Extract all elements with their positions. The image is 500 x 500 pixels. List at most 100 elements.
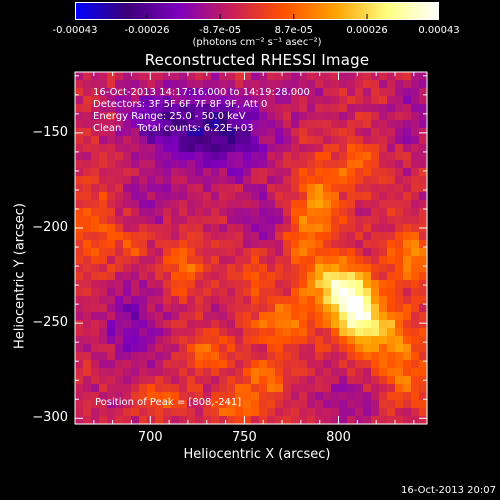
heatmap-cell	[123, 240, 132, 249]
heatmap-cell	[419, 128, 428, 137]
heatmap-cell	[203, 120, 212, 129]
heatmap-cell	[115, 128, 124, 137]
heatmap-cell	[283, 344, 292, 353]
heatmap-cell	[371, 88, 380, 97]
heatmap-cell	[219, 192, 228, 201]
heatmap-cell	[411, 88, 420, 97]
heatmap-cell	[355, 184, 364, 193]
heatmap-cell	[291, 368, 300, 377]
heatmap-cell	[387, 408, 396, 417]
heatmap-cell	[131, 128, 140, 137]
heatmap-cell	[379, 128, 388, 137]
heatmap-cell	[307, 152, 316, 161]
heatmap-cell	[395, 184, 404, 193]
heatmap-cell	[323, 296, 332, 305]
heatmap-cell	[203, 152, 212, 161]
heatmap-cell	[347, 312, 356, 321]
heatmap-cell	[163, 304, 172, 313]
heatmap-cell	[315, 72, 324, 81]
heatmap-cell	[155, 208, 164, 217]
heatmap-cell	[347, 112, 356, 121]
heatmap-cell	[307, 88, 316, 97]
heatmap-cell	[171, 312, 180, 321]
heatmap-cell	[339, 176, 348, 185]
heatmap-cell	[211, 216, 220, 225]
heatmap-cell	[91, 256, 100, 265]
heatmap-cell	[203, 408, 212, 417]
heatmap-cell	[387, 392, 396, 401]
heatmap-cell	[227, 408, 236, 417]
heatmap-cell	[387, 216, 396, 225]
heatmap-cell	[99, 408, 108, 417]
heatmap-cell	[299, 304, 308, 313]
heatmap-cell	[211, 160, 220, 169]
heatmap-cell	[395, 392, 404, 401]
heatmap-cell	[267, 152, 276, 161]
heatmap-cell	[139, 264, 148, 273]
heatmap-cell	[331, 328, 340, 337]
heatmap-cell	[411, 80, 420, 89]
heatmap-cell	[291, 376, 300, 385]
heatmap-cell	[171, 120, 180, 129]
heatmap-cell	[155, 128, 164, 137]
heatmap-cell	[75, 128, 84, 137]
heatmap-cell	[411, 400, 420, 409]
heatmap-cell	[195, 304, 204, 313]
heatmap-cell	[203, 288, 212, 297]
heatmap-cell	[83, 264, 92, 273]
heatmap-cell	[147, 392, 156, 401]
heatmap-cell	[259, 184, 268, 193]
heatmap-cell	[315, 120, 324, 129]
heatmap-cell	[211, 312, 220, 321]
heatmap-cell	[323, 272, 332, 281]
heatmap-cell	[419, 80, 428, 89]
heatmap-cell	[371, 384, 380, 393]
heatmap-cell	[171, 256, 180, 265]
heatmap-cell	[195, 328, 204, 337]
heatmap-cell	[403, 408, 412, 417]
heatmap-cell	[171, 224, 180, 233]
info-time-range: 16-Oct-2013 14:17:16.000 to 14:19:28.000	[93, 87, 310, 98]
heatmap-cell	[283, 400, 292, 409]
heatmap-cell	[339, 312, 348, 321]
heatmap-cell	[123, 256, 132, 265]
heatmap-cell	[363, 144, 372, 153]
heatmap-cell	[403, 416, 412, 425]
heatmap-cell	[251, 128, 260, 137]
heatmap-cell	[291, 304, 300, 313]
heatmap-cell	[219, 352, 228, 361]
heatmap-cell	[211, 344, 220, 353]
heatmap-cell	[387, 192, 396, 201]
heatmap-cell	[211, 360, 220, 369]
heatmap-cell	[155, 256, 164, 265]
heatmap-cell	[195, 256, 204, 265]
heatmap-cell	[395, 336, 404, 345]
heatmap-cell	[307, 96, 316, 105]
heatmap-cell	[123, 344, 132, 353]
heatmap-cell	[243, 176, 252, 185]
heatmap-cell	[339, 248, 348, 257]
heatmap-cell	[179, 392, 188, 401]
heatmap-cell	[379, 176, 388, 185]
heatmap-cell	[219, 120, 228, 129]
heatmap-cell	[387, 72, 396, 81]
heatmap-cell	[91, 392, 100, 401]
heatmap-cell	[99, 112, 108, 121]
heatmap-cell	[99, 360, 108, 369]
heatmap-cell	[163, 416, 172, 425]
heatmap-cell	[227, 320, 236, 329]
heatmap-cell	[315, 96, 324, 105]
heatmap-cell	[83, 320, 92, 329]
heatmap-cell	[211, 224, 220, 233]
heatmap-cell	[131, 224, 140, 233]
heatmap-cell	[275, 264, 284, 273]
heatmap-cell	[131, 408, 140, 417]
heatmap-cell	[347, 368, 356, 377]
heatmap-cell	[235, 264, 244, 273]
heatmap-cell	[123, 120, 132, 129]
heatmap-cell	[315, 280, 324, 289]
heatmap-cell	[323, 112, 332, 121]
heatmap-cell	[163, 160, 172, 169]
heatmap-cell	[75, 336, 84, 345]
heatmap-cell	[275, 144, 284, 153]
